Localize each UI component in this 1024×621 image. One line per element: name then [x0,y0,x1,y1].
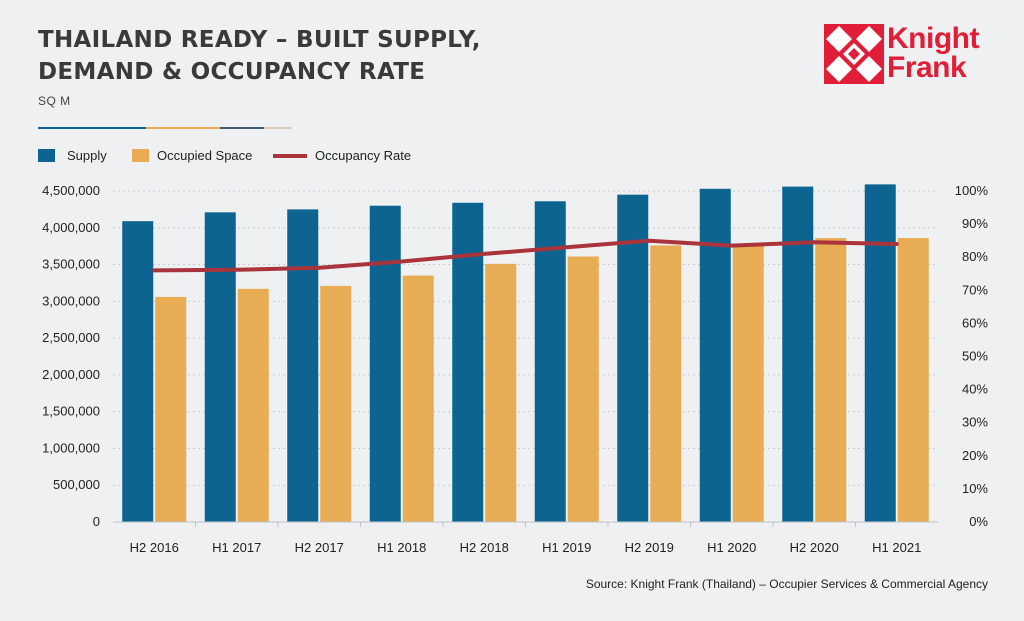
knight-frank-logo: Knight Frank [824,24,994,86]
y2-tick-label: 100% [955,183,989,198]
x-tick-label: H2 2018 [460,540,509,555]
y-tick-label: 0 [93,514,100,529]
legend-swatch-supply [38,149,55,162]
y-tick-label: 4,000,000 [42,220,100,235]
x-tick-label: H2 2016 [130,540,179,555]
bar-occupied [815,238,847,522]
y2-tick-label: 60% [962,315,988,330]
y2-tick-label: 70% [962,282,988,297]
bar-supply [204,212,236,522]
title-underline-segment [38,127,146,129]
logo-wordmark-line1: Knight [887,22,979,55]
bar-occupied [155,296,187,522]
bar-occupied [320,285,352,522]
bar-supply [287,209,319,522]
chart-title: THAILAND READY – BUILT SUPPLY, DEMAND & … [38,24,481,88]
bar-supply [122,221,154,522]
bar-supply [617,194,649,522]
bar-occupied [485,263,517,522]
y2-tick-label: 50% [962,349,988,364]
x-tick-label: H1 2020 [707,540,756,555]
logo-wordmark: Knight Frank [887,22,979,84]
y2-tick-label: 20% [962,448,988,463]
y-tick-label: 500,000 [53,477,100,492]
bars-layer [122,184,929,523]
title-underline-segment [264,127,292,129]
knight-frank-logo-mark [824,24,884,84]
y2-tick-label: 30% [962,415,988,430]
legend-line-rate [273,154,307,158]
title-underline-segment [220,127,264,129]
bar-supply [782,186,814,522]
bar-supply [699,188,731,522]
x-tick-label: H2 2020 [790,540,839,555]
x-tick-label: H1 2018 [377,540,426,555]
y-tick-label: 2,500,000 [42,330,100,345]
bar-occupied [650,245,682,523]
grid-layer [113,190,938,486]
y-tick-label: 1,000,000 [42,440,100,455]
y2-tick-label: 40% [962,382,988,397]
y-tick-label: 2,000,000 [42,367,100,382]
bar-supply [534,201,566,522]
y2-tick-label: 80% [962,249,988,264]
bar-occupied [237,288,269,522]
axis-layer: 0 500,000 1,000,000 1,500,000 2,000,000 2,500… [42,183,988,555]
chart-title-line2: DEMAND & OCCUPANCY RATE [38,59,426,85]
logo-wordmark-line2: Frank [887,51,967,84]
y2-tick-label: 90% [962,216,988,231]
series-line-occupancy-rate [152,238,899,273]
y-tick-label: 1,500,000 [42,404,100,419]
y2-tick-label: 0% [969,514,988,529]
bar-occupied [732,243,764,522]
legend-label-rate: Occupancy Rate [315,148,412,163]
legend-label-supply: Supply [67,148,107,163]
y-tick-label: 3,000,000 [42,293,100,308]
bar-supply [369,205,401,522]
unit-label: SQ M [38,94,71,108]
x-tick-label: H2 2019 [625,540,674,555]
y-tick-label: 4,500,000 [42,183,100,198]
legend-swatch-occupied [132,149,149,162]
x-tick-label: H2 2017 [295,540,344,555]
y2-tick-label: 10% [962,481,988,496]
bar-occupied [567,256,599,522]
bar-supply [452,202,484,522]
bar-supply [864,184,896,522]
x-tick-label: H1 2021 [872,540,921,555]
legend-label-occupied: Occupied Space [157,148,253,163]
bar-occupied [402,275,434,522]
chart-title-line1: THAILAND READY – BUILT SUPPLY, [38,27,481,53]
x-tick-label: H1 2017 [212,540,261,555]
bar-occupied [897,238,929,522]
source-note: Source: Knight Frank (Thailand) – Occupi… [585,577,988,591]
title-underline-segment [146,127,220,129]
y-tick-label: 3,500,000 [42,257,100,272]
x-tick-label: H1 2019 [542,540,591,555]
line-layer [152,238,899,273]
